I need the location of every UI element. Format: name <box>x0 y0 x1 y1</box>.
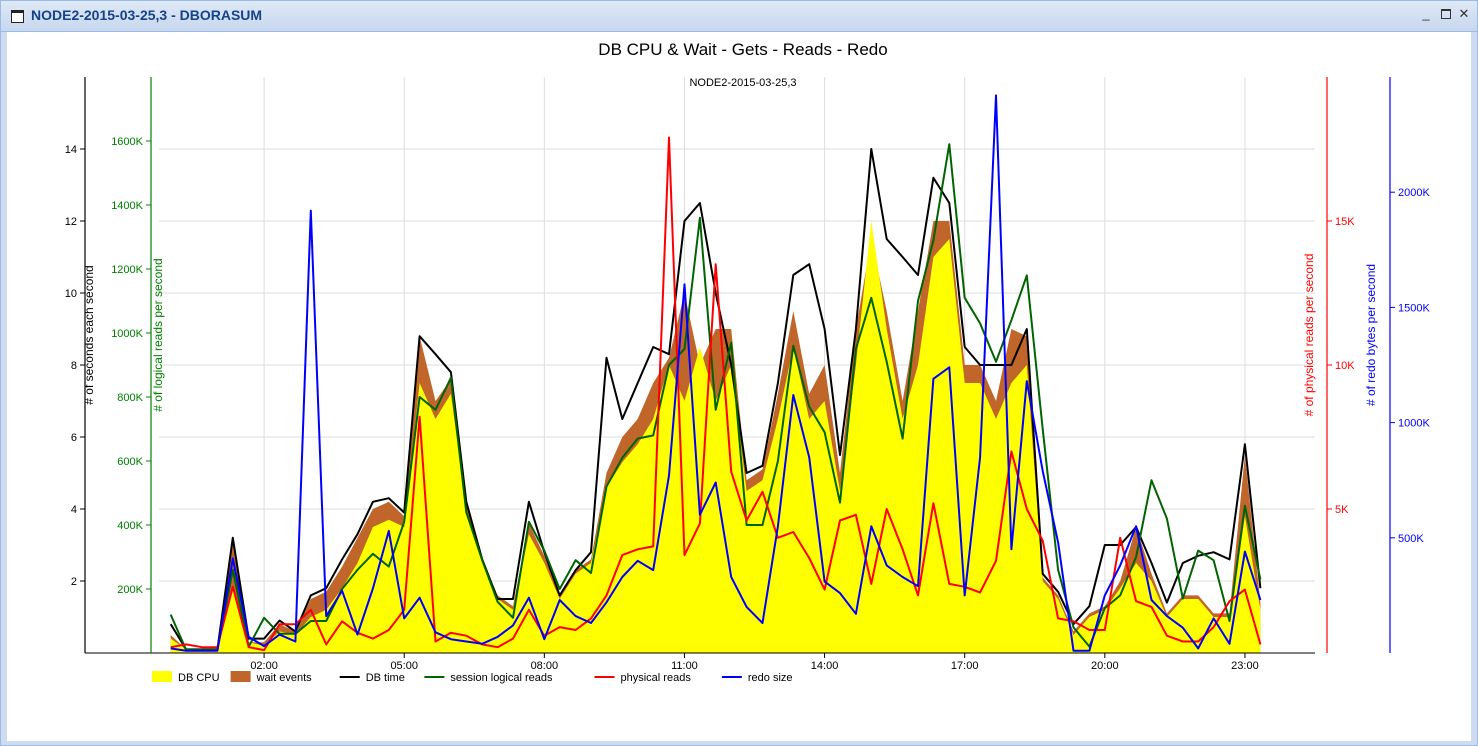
line-session-logical-reads <box>169 143 1262 651</box>
legend-db-time-label: DB time <box>366 672 405 684</box>
maximize-icon <box>1441 9 1451 19</box>
y-tick-label-logical: 1200K <box>111 264 143 276</box>
y-tick-label-seconds: 10 <box>65 288 77 300</box>
window-icon <box>11 10 24 23</box>
y-tick-label-seconds: 2 <box>71 576 77 588</box>
y-tick-label-seconds: 4 <box>71 504 77 516</box>
chart-title: DB CPU & Wait - Gets - Reads - Redo <box>598 40 887 59</box>
x-tick-label: 14:00 <box>811 660 839 672</box>
y-tick-label-redo: 500K <box>1398 533 1424 545</box>
y-axis-title-redo: # of redo bytes per second <box>1364 264 1378 406</box>
legend-db-cpu-swatch <box>152 671 172 682</box>
y-tick-label-redo: 1500K <box>1398 302 1430 314</box>
y-tick-label-logical: 800K <box>117 392 143 404</box>
window-titlebar[interactable]: NODE2-2015-03-25,3 - DBORASUM _ ✕ <box>1 1 1477 32</box>
y-tick-label-logical: 1000K <box>111 328 143 340</box>
y-axis-title-physical: # of physical reads per second <box>1302 254 1316 417</box>
window-title: NODE2-2015-03-25,3 - DBORASUM <box>31 7 263 23</box>
minimize-button[interactable]: _ <box>1422 6 1430 21</box>
x-tick-label: 11:00 <box>671 660 698 672</box>
line-db-time <box>169 148 1262 651</box>
legend-wait-events-label: wait events <box>256 672 313 684</box>
y-tick-label-logical: 400K <box>117 520 143 532</box>
y-axis-title-logical: # of logical reads per second <box>151 258 165 411</box>
line-redo-size <box>170 94 1262 652</box>
close-button[interactable]: ✕ <box>1458 6 1470 21</box>
y-tick-label-physical: 15K <box>1335 216 1355 228</box>
area-db-cpu <box>170 221 1261 653</box>
x-tick-label: 23:00 <box>1231 660 1259 672</box>
y-tick-label-seconds: 8 <box>71 360 77 372</box>
x-tick-label: 20:00 <box>1091 660 1119 672</box>
legend: DB CPU wait events DB time session logical … <box>152 671 793 684</box>
legend-session-logical-reads-label: session logical reads <box>450 672 553 684</box>
y-tick-label-seconds: 6 <box>71 432 77 444</box>
y-tick-label-physical: 5K <box>1335 504 1349 516</box>
y-tick-label-logical: 600K <box>117 456 143 468</box>
legend-redo-size-label: redo size <box>748 672 793 684</box>
x-tick-label: 17:00 <box>951 660 979 672</box>
legend-wait-events-swatch <box>230 671 251 682</box>
y-axis-title-seconds: # of seconds each second <box>82 265 96 404</box>
legend-db-cpu-label: DB CPU <box>178 672 220 684</box>
axes: 02:00 05:00 08:00 11:00 14:00 17:00 20:00 23:00… <box>65 77 1430 672</box>
areas <box>170 221 1261 653</box>
x-tick-label: 05:00 <box>390 660 418 672</box>
chart-subtitle: NODE2-2015-03-25,3 <box>689 77 796 89</box>
y-tick-label-redo: 1000K <box>1398 418 1430 430</box>
chart: DB CPU & Wait - Gets - Reads - Redo NODE… <box>65 40 1431 684</box>
maximize-button[interactable] <box>1439 7 1453 21</box>
y-tick-label-seconds: 12 <box>65 216 77 228</box>
y-tick-label-logical: 1600K <box>111 136 143 148</box>
line-physical-reads <box>170 136 1262 652</box>
y-tick-label-physical: 10K <box>1335 360 1355 372</box>
lines <box>169 94 1262 652</box>
legend-physical-reads-label: physical reads <box>621 672 692 684</box>
y-tick-label-redo: 2000K <box>1398 187 1430 199</box>
y-tick-label-logical: 1400K <box>111 200 143 212</box>
y-tick-label-logical: 200K <box>117 584 143 596</box>
chart-panel: DB CPU & Wait - Gets - Reads - Redo NODE… <box>7 32 1471 741</box>
y-tick-label-seconds: 14 <box>65 144 77 156</box>
x-tick-label: 08:00 <box>531 660 559 672</box>
x-tick-label: 02:00 <box>250 660 278 672</box>
